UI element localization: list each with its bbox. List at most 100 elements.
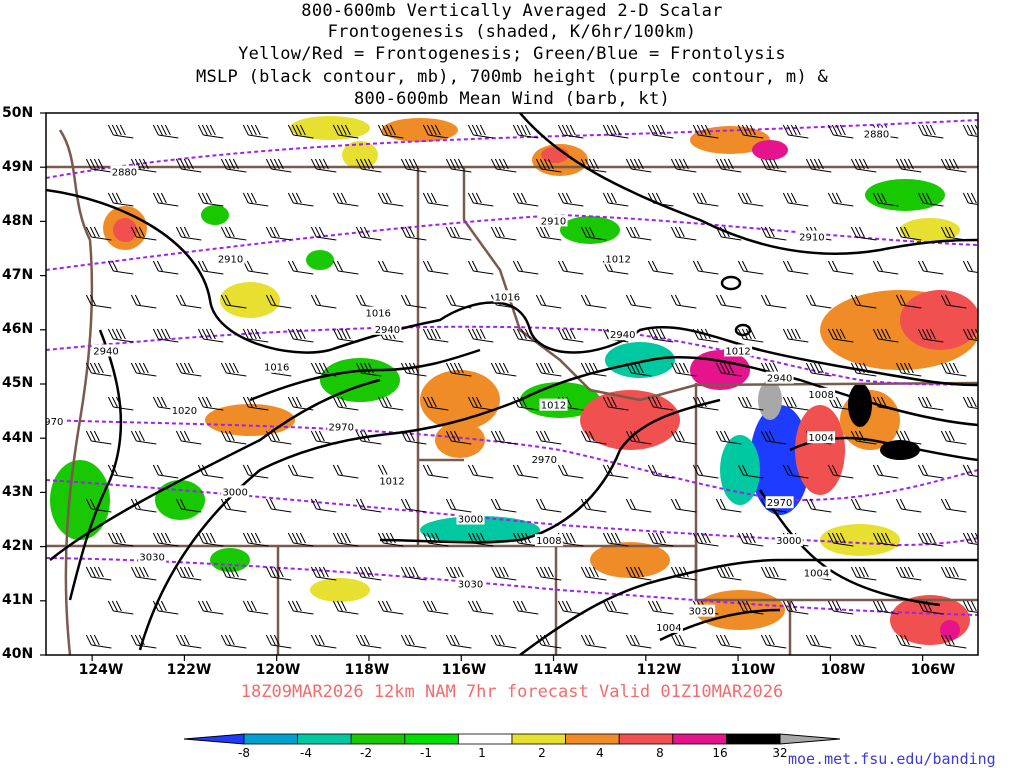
wind-barb	[85, 362, 112, 377]
shade-blob	[580, 390, 680, 450]
wind-barb	[895, 362, 922, 377]
wind-barb	[602, 600, 629, 615]
wind-barb	[962, 464, 978, 477]
wind-barb	[827, 600, 854, 615]
wind-barb	[557, 192, 584, 207]
wind-barb	[197, 192, 224, 207]
mslp-contours	[46, 113, 978, 655]
wind-barb	[692, 396, 719, 411]
wind-barb	[512, 600, 539, 615]
wind-barb	[220, 158, 247, 173]
wind-barb	[265, 294, 292, 309]
wind-barb	[872, 600, 899, 615]
lon-label: 124W	[78, 662, 124, 678]
wind-barb	[580, 566, 607, 581]
wind-barb	[850, 362, 877, 377]
wind-barb	[490, 634, 517, 649]
colorbar-swatch	[726, 733, 781, 745]
colorbar-label: -4	[300, 746, 312, 760]
wind-barb	[580, 158, 607, 173]
wind-barb	[152, 328, 179, 343]
wind-barb	[670, 226, 697, 241]
shade-blob	[590, 542, 670, 578]
wind-barb	[107, 124, 134, 139]
wind-barb	[377, 124, 404, 139]
wind-barb	[220, 294, 247, 309]
wind-barb	[422, 532, 449, 547]
title-line-5: 800-600mb Mean Wind (barb, kt)	[353, 89, 671, 109]
wind-barb	[422, 600, 449, 615]
wind-barb	[467, 396, 494, 411]
wind-barb	[647, 396, 674, 411]
wind-barb	[130, 226, 157, 241]
wind-barb	[310, 294, 337, 309]
wind-barb	[827, 464, 854, 479]
wind-barb	[557, 124, 584, 139]
wind-barb	[962, 600, 978, 613]
shade-blob	[750, 405, 810, 515]
wind-barb	[197, 124, 224, 139]
lat-label: 44N	[2, 430, 34, 446]
wind-barb	[197, 532, 224, 547]
wind-barb	[130, 498, 157, 513]
lat-label: 42N	[2, 538, 34, 554]
lat-label: 49N	[2, 159, 34, 175]
wind-barb	[265, 498, 292, 513]
forecast-valid-footer: 18Z09MAR2026 12km NAM 7hr forecast Valid…	[240, 682, 784, 702]
wind-barb	[872, 328, 899, 343]
height-label-bg	[91, 344, 120, 357]
wind-barb	[715, 158, 742, 173]
credit-link[interactable]: moe.met.fsu.edu/banding	[788, 750, 996, 768]
title-line-1: 800-600mb Vertically Averaged 2-D Scalar	[301, 1, 723, 21]
height-label-bg	[373, 322, 402, 335]
shade-blob	[205, 404, 295, 436]
mslp-label-bg	[262, 360, 291, 373]
height-label-bg	[327, 420, 356, 433]
mslp-contour	[138, 356, 978, 651]
colorbar-label: 8	[656, 746, 664, 760]
wind-barb	[355, 226, 382, 241]
wind-barb	[332, 396, 359, 411]
lat-label: 41N	[2, 592, 34, 608]
colorbar-swatch	[404, 733, 459, 745]
wind-barb	[400, 634, 427, 649]
height-label-bg	[774, 534, 803, 547]
wind-barb	[760, 566, 787, 581]
height-label: 2910	[218, 254, 243, 265]
lon-label: 108W	[820, 662, 866, 678]
height-label-bg	[765, 496, 794, 509]
wind-barb	[670, 294, 697, 309]
wind-barb	[715, 430, 742, 445]
height-contour	[46, 213, 978, 271]
height-label: 2940	[93, 346, 118, 357]
wind-barb	[940, 362, 967, 377]
wind-barb	[647, 192, 674, 207]
wind-barb	[850, 634, 877, 649]
colorbar-label: 32	[772, 746, 788, 760]
wind-barb	[715, 498, 742, 513]
colorbar-label: 16	[712, 746, 728, 760]
mslp-contour	[734, 323, 752, 337]
wind-barb	[220, 226, 247, 241]
wind-barb	[400, 294, 427, 309]
wind-barb	[602, 532, 629, 547]
wind-barb	[467, 328, 494, 343]
wind-barb	[917, 260, 944, 275]
shade-blob	[310, 578, 370, 602]
wind-barb	[332, 124, 359, 139]
lon-label: 110W	[730, 662, 776, 678]
wind-barb	[940, 158, 967, 173]
wind-barb	[760, 158, 787, 173]
mslp-label: 1012	[605, 254, 630, 265]
wind-barb	[580, 294, 607, 309]
wind-barb	[850, 226, 877, 241]
wind-barb	[220, 634, 247, 649]
wind-barb	[692, 328, 719, 343]
wind-barb	[805, 294, 832, 309]
wind-barb	[647, 532, 674, 547]
height-label-bg	[687, 604, 716, 617]
height-label-bg	[216, 252, 245, 265]
mslp-label-bg	[604, 252, 633, 265]
wind-barb	[310, 362, 337, 377]
mslp-label: 1012	[379, 477, 404, 488]
